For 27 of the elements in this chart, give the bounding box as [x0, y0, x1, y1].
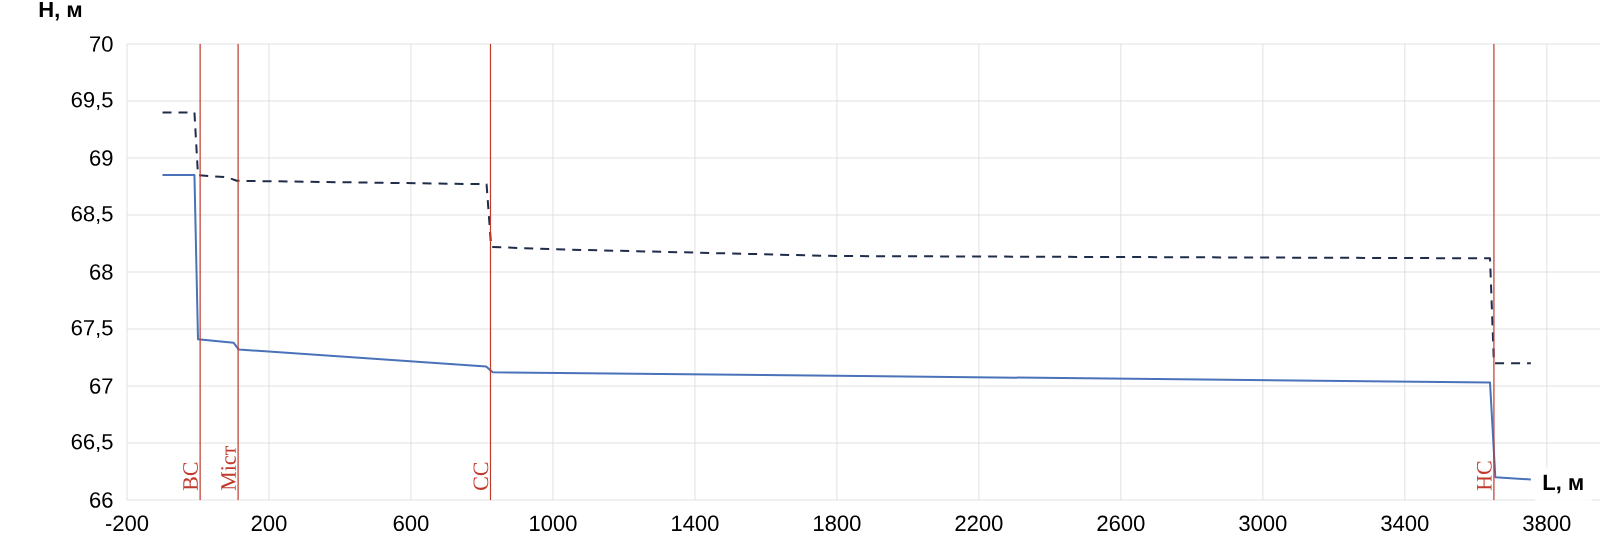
y-tick-label: 69 — [90, 150, 113, 166]
ref-line-label: Міст — [221, 446, 236, 491]
y-tick-label: 69,5 — [71, 91, 113, 111]
y-tick-label: 66,5 — [71, 433, 113, 453]
y-tick-label: 67,5 — [71, 319, 113, 339]
y-tick-label: 70 — [90, 36, 113, 52]
x-tick-label: 1400 — [672, 515, 719, 532]
y-tick-label: 68 — [90, 264, 113, 280]
x-tick-label: 1000 — [530, 515, 577, 532]
y-tick-label: 67 — [90, 378, 113, 394]
x-tick-label: 3800 — [1523, 515, 1571, 532]
x-tick-label: 200 — [251, 515, 287, 532]
y-axis-title: H, м — [39, 1, 82, 21]
y-tick-label: 66 — [90, 492, 113, 508]
ref-line-label: НС — [1476, 461, 1492, 491]
x-tick-label: 3400 — [1381, 515, 1429, 532]
x-tick-label: 600 — [393, 515, 429, 532]
ref-line-label: СС — [473, 462, 489, 490]
x-axis-title: L, м — [1543, 474, 1583, 494]
y-tick-label: 68,5 — [71, 205, 113, 225]
ref-line-label: ВС — [183, 462, 198, 491]
x-tick-label: 2600 — [1097, 515, 1145, 532]
x-tick-label: 1800 — [814, 515, 861, 532]
line-series — [161, 111, 1532, 365]
x-tick-label: -200 — [105, 515, 149, 532]
x-tick-label: 2200 — [955, 515, 1003, 532]
x-tick-label: 3000 — [1239, 515, 1287, 532]
